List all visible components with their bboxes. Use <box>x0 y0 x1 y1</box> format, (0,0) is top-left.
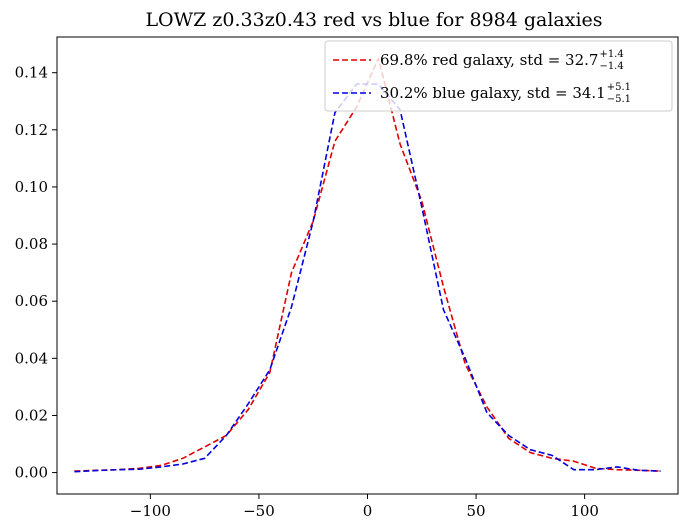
x-tick-label: −100 <box>130 502 171 520</box>
axes: −100 −50 0 50 100 0.00 0.02 0.04 0.06 0.08 0.10 0.1… <box>15 64 599 520</box>
legend-std-plus: +5.1 <box>607 82 631 93</box>
y-tick-label: 0.12 <box>15 121 48 139</box>
legend-box <box>324 40 673 112</box>
legend-std-minus: −5.1 <box>607 94 631 105</box>
series-line-red <box>74 57 661 472</box>
legend-label: 69.8% red galaxy, std = 32.7 <box>380 51 598 69</box>
plot-lines <box>74 57 661 473</box>
legend-label: 30.2% blue galaxy, std = 34.1 <box>380 84 606 102</box>
legend-label-text: 69.8% red galaxy, std = 32.7 <box>380 51 598 69</box>
series-line-blue <box>74 83 661 473</box>
x-tick-label: 0 <box>363 502 373 520</box>
x-tick-label: 100 <box>570 502 599 520</box>
x-tick-label: −50 <box>243 502 275 520</box>
y-tick-label: 0.02 <box>15 406 48 424</box>
legend-std-minus: −1.4 <box>599 61 623 72</box>
legend-label-text: 30.2% blue galaxy, std = 34.1 <box>380 84 606 102</box>
y-tick-label: 0.06 <box>15 292 48 310</box>
legend-std-plus: +1.4 <box>599 49 623 60</box>
y-tick-label: 0.14 <box>15 64 48 82</box>
x-tick-label: 50 <box>467 502 486 520</box>
legend: 69.8% red galaxy, std = 32.7 +1.4−1.4 30.2… <box>324 40 673 112</box>
y-tick-label: 0.00 <box>15 464 48 482</box>
y-tick-label: 0.04 <box>15 349 48 367</box>
chart-title: LOWZ z0.33z0.43 red vs blue for 8984 gal… <box>145 9 602 31</box>
y-tick-label: 0.08 <box>15 235 48 253</box>
y-tick-label: 0.10 <box>15 178 48 196</box>
